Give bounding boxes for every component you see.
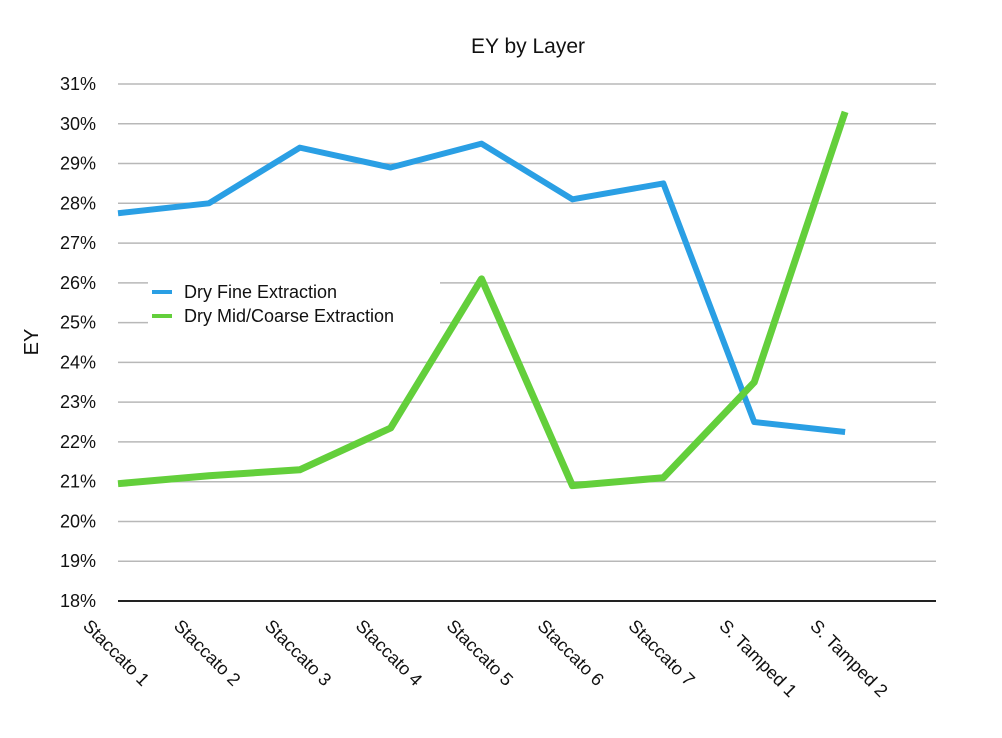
y-tick-label: 27% xyxy=(60,233,96,253)
series-lines xyxy=(117,110,849,490)
grid-lines xyxy=(118,83,936,602)
y-tick-label: 24% xyxy=(60,352,96,372)
x-tick-label: Staccato 6 xyxy=(534,616,608,690)
y-axis-ticks: 18% 19% 20% 21% 22% 23% 24% 25% 26% 27% 28% 29% 30% 3… xyxy=(60,74,96,611)
x-tick-label: Staccato 2 xyxy=(170,616,244,690)
y-tick-label: 28% xyxy=(60,193,96,213)
x-axis-ticks: Staccato 1 Staccato 2 Staccato 3 Staccato 4… xyxy=(79,616,891,701)
y-tick-label: 25% xyxy=(60,313,96,333)
x-tick-label: Staccato 1 xyxy=(79,616,153,690)
legend: Dry Fine Extraction Dry Mid/Coarse Extrac… xyxy=(148,273,440,333)
y-tick-label: 18% xyxy=(60,591,96,611)
x-tick-label: Staccato 4 xyxy=(352,616,426,690)
x-tick-label: S. Tamped 1 xyxy=(715,616,800,701)
y-tick-label: 23% xyxy=(60,392,96,412)
series-line-1 xyxy=(117,140,846,435)
y-tick-label: 19% xyxy=(60,551,96,571)
x-tick-label: Staccato 5 xyxy=(443,616,517,690)
series-line-2 xyxy=(117,110,849,490)
legend-background xyxy=(148,273,440,333)
chart-title: EY by Layer xyxy=(471,35,585,58)
y-tick-label: 26% xyxy=(60,273,96,293)
legend-label: Dry Fine Extraction xyxy=(184,282,337,302)
y-tick-label: 31% xyxy=(60,74,96,94)
x-tick-label: Staccato 3 xyxy=(261,616,335,690)
y-tick-label: 22% xyxy=(60,432,96,452)
y-axis-label: EY xyxy=(21,329,43,356)
legend-label: Dry Mid/Coarse Extraction xyxy=(184,306,394,326)
x-tick-label: S. Tamped 2 xyxy=(806,616,891,701)
x-tick-label: Staccato 7 xyxy=(625,616,699,690)
y-tick-label: 20% xyxy=(60,511,96,531)
y-tick-label: 29% xyxy=(60,154,96,174)
y-tick-label: 30% xyxy=(60,114,96,134)
y-tick-label: 21% xyxy=(60,472,96,492)
